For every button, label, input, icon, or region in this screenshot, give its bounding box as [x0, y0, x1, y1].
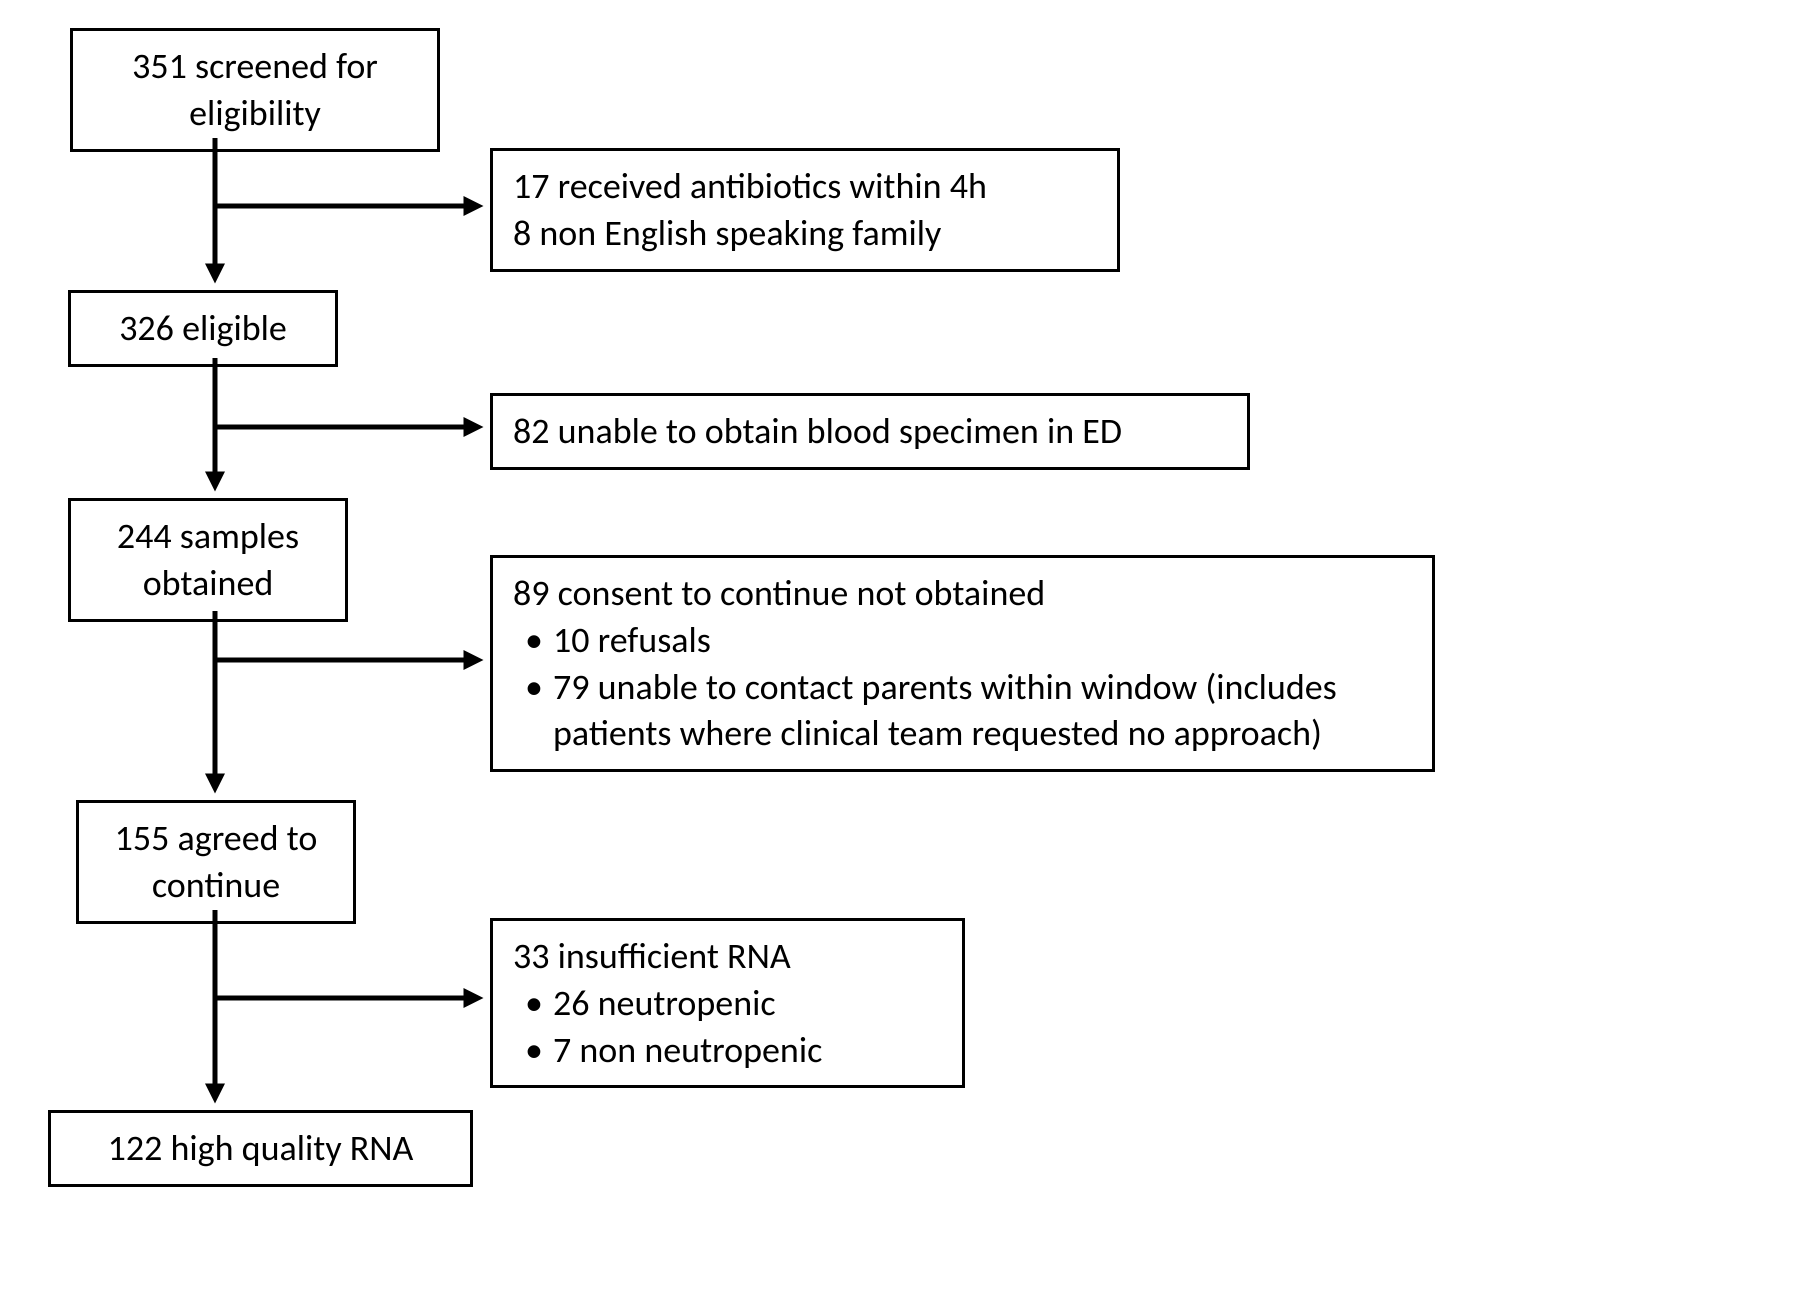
node-samples: 244 samples obtained — [68, 498, 348, 622]
node-excl4-bullet2: 7 non neutropenic — [513, 1027, 942, 1074]
node-excl4-list: 26 neutropenic 7 non neutropenic — [513, 980, 942, 1074]
node-samples-text: 244 samples obtained — [117, 514, 299, 605]
node-excl2-text: 82 unable to obtain blood specimen in ED — [513, 409, 1122, 453]
node-agreed: 155 agreed to continue — [76, 800, 356, 924]
node-excl2: 82 unable to obtain blood specimen in ED — [490, 393, 1250, 470]
node-excl4-bullet1: 26 neutropenic — [513, 980, 942, 1027]
node-excl4-header: 33 insufficient RNA — [513, 933, 942, 980]
node-screened-text: 351 screened for eligibility — [132, 44, 378, 135]
node-excl3-bullet1: 10 refusals — [513, 617, 1412, 664]
node-excl4: 33 insufficient RNA 26 neutropenic 7 non… — [490, 918, 965, 1088]
node-excl1: 17 received antibiotics within 4h 8 non … — [490, 148, 1120, 272]
node-excl3-header: 89 consent to continue not obtained — [513, 570, 1412, 617]
node-agreed-text: 155 agreed to continue — [115, 816, 318, 907]
node-screened: 351 screened for eligibility — [70, 28, 440, 152]
node-excl3-list: 10 refusals 79 unable to contact parents… — [513, 617, 1412, 757]
node-excl3-bullet2: 79 unable to contact parents within wind… — [513, 664, 1412, 758]
node-final: 122 high quality RNA — [48, 1110, 473, 1187]
node-excl1-line2: 8 non English speaking family — [513, 210, 1097, 257]
node-excl3: 89 consent to continue not obtained 10 r… — [490, 555, 1435, 772]
node-excl1-line1: 17 received antibiotics within 4h — [513, 163, 1097, 210]
node-eligible: 326 eligible — [68, 290, 338, 367]
node-final-text: 122 high quality RNA — [108, 1126, 414, 1170]
node-eligible-text: 326 eligible — [119, 306, 287, 350]
